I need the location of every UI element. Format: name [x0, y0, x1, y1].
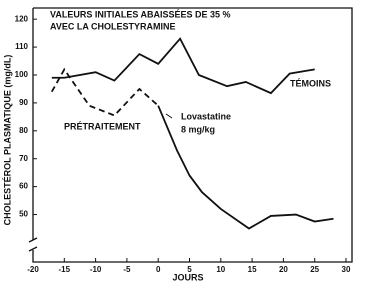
- chart-title: AVEC LA CHOLESTYRAMINE: [50, 21, 176, 31]
- y-tick-label: 100: [15, 70, 29, 79]
- data-line: [157, 105, 334, 230]
- data-line: [50, 67, 159, 117]
- x-tick-label: 5: [187, 265, 192, 274]
- y-tick-label: 60: [19, 182, 28, 191]
- x-tick-label: 10: [216, 265, 225, 274]
- y-tick-label: 110: [15, 42, 28, 51]
- x-tick-label: 25: [310, 265, 319, 274]
- x-axis-label: JOURS: [172, 272, 203, 282]
- y-tick-label: 120: [15, 14, 29, 23]
- axis-frame: [32, 7, 353, 263]
- y-tick-label: 50: [19, 210, 28, 219]
- x-tick-label: -10: [90, 265, 102, 274]
- y-tick-label: 80: [19, 126, 28, 135]
- x-tick-label: 15: [248, 265, 257, 274]
- x-tick-label: 30: [342, 265, 351, 274]
- x-tick-label: 0: [156, 265, 161, 274]
- annotation-pointer: [165, 113, 173, 119]
- annotation: 8 mg/kg: [181, 124, 215, 134]
- series-label: TÉMOINS: [290, 78, 331, 88]
- y-tick-label: 70: [19, 154, 28, 163]
- axis-break: [28, 237, 38, 252]
- annotation: Lovastatine: [181, 111, 231, 121]
- x-tick-label: -5: [123, 265, 131, 274]
- series-label: PRÉTRAITEMENT: [64, 121, 141, 131]
- data-line: [51, 37, 315, 95]
- x-tick-label: 20: [279, 265, 288, 274]
- x-tick-label: -15: [59, 265, 71, 274]
- y-axis-label: CHOLESTÉROL PLASMATIQUE (mg/dL): [2, 55, 12, 226]
- chart-title: VALEURS INITIALES ABAISSÉES DE 35 %: [50, 9, 231, 19]
- x-tick-label: -20: [27, 265, 39, 274]
- y-tick-label: 90: [19, 98, 28, 107]
